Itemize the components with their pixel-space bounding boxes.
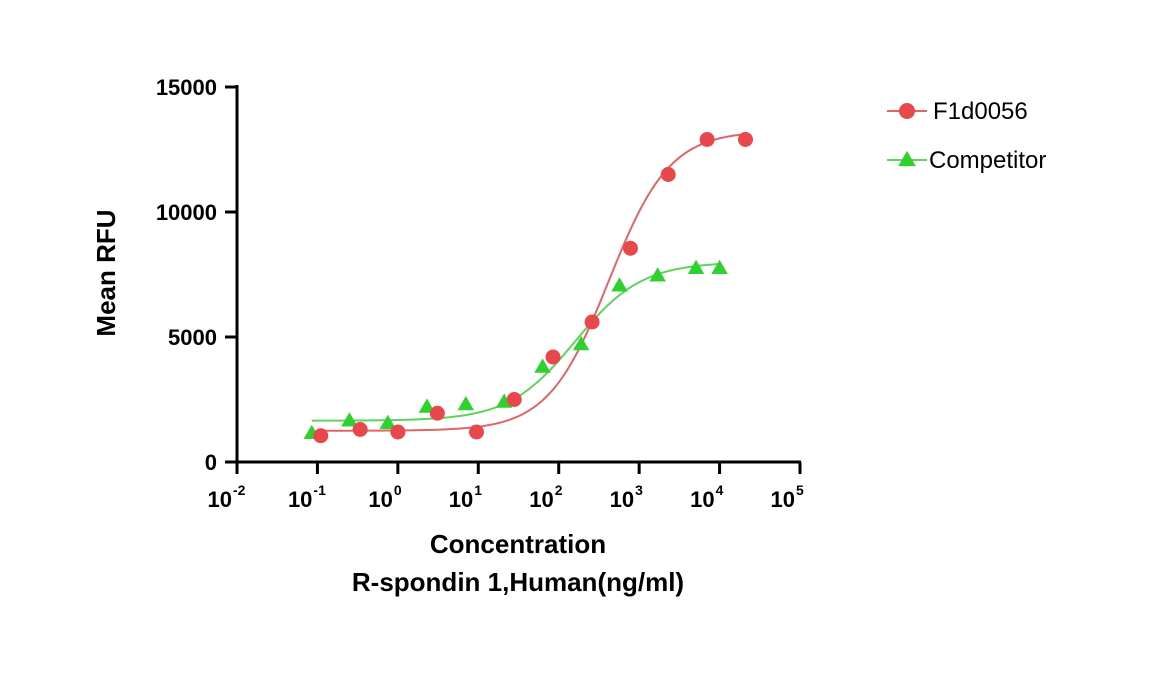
x-tick-label: 10 -1	[288, 482, 326, 512]
x-tick-exponent: 1	[474, 482, 482, 498]
y-tick-label: 10000	[156, 200, 217, 225]
x-tick-label: 10 1	[449, 482, 482, 512]
legend: F1d0056 Competitor	[887, 98, 1046, 174]
data-point-f1d0056	[390, 424, 406, 440]
x-tick-base: 10	[368, 487, 392, 512]
x-tick-label: 10 3	[610, 482, 643, 512]
data-point-competitor	[572, 335, 590, 351]
data-point-f1d0056	[584, 314, 600, 330]
x-tick-exponent: 5	[796, 482, 804, 498]
x-tick-base: 10	[288, 487, 312, 512]
data-point-f1d0056	[660, 167, 676, 182]
x-tick-exponent: 4	[716, 482, 724, 498]
data-point-f1d0056	[429, 405, 445, 421]
data-point-competitor	[611, 277, 628, 292]
x-tick-label: 10 2	[529, 482, 562, 512]
x-tick-base: 10	[690, 487, 714, 512]
x-tick-label: 10 -2	[208, 482, 246, 512]
data-point-competitor	[534, 358, 551, 373]
y-tick-label: 15000	[156, 75, 217, 100]
x-tick-exponent: -1	[313, 482, 326, 498]
data-point-f1d0056	[468, 424, 484, 440]
x-tick-base: 10	[208, 487, 232, 512]
x-tick-exponent: 0	[394, 482, 402, 498]
data-point-competitor	[711, 259, 728, 274]
data-point-f1d0056	[313, 428, 329, 444]
data-points	[303, 132, 753, 444]
y-axis-ticks: 0 5000 10000 15000	[156, 75, 237, 475]
data-point-f1d0056	[737, 132, 753, 147]
data-point-competitor	[649, 267, 666, 282]
x-tick-label: 10 4	[690, 482, 723, 512]
x-tick-label: 10 0	[368, 482, 401, 512]
data-point-f1d0056	[699, 132, 715, 147]
x-tick-base: 10	[610, 487, 634, 512]
legend-label: Competitor	[929, 147, 1046, 174]
y-tick-label: 5000	[168, 325, 217, 350]
x-axis-ticks: 10 -2 10 -1 10 0 10 1 10 2 10 3 10 4 10 5	[208, 462, 804, 512]
data-point-competitor	[687, 259, 705, 274]
data-point-competitor	[341, 412, 358, 427]
x-tick-base: 10	[449, 487, 473, 512]
legend-marker-circle	[899, 103, 915, 119]
data-point-f1d0056	[622, 240, 638, 256]
y-tick-label: 0	[205, 450, 217, 475]
x-tick-base: 10	[529, 487, 553, 512]
x-axis-title-line1: Concentration	[430, 529, 606, 559]
x-tick-exponent: 2	[555, 482, 563, 498]
legend-marker-triangle	[898, 150, 916, 167]
data-point-competitor	[418, 398, 436, 413]
legend-label: F1d0056	[933, 98, 1028, 125]
data-point-competitor	[457, 395, 475, 411]
data-point-f1d0056	[352, 422, 368, 437]
data-point-competitor	[495, 393, 513, 408]
fit-curves	[311, 133, 746, 432]
x-tick-exponent: 3	[635, 482, 643, 498]
x-tick-label: 10 5	[771, 482, 804, 512]
x-tick-exponent: -2	[233, 482, 246, 498]
data-point-f1d0056	[545, 349, 561, 365]
legend-item-f1d0056: F1d0056	[887, 98, 1028, 125]
x-axis-title-line2: R-spondin 1,Human(ng/ml)	[352, 567, 684, 597]
legend-item-competitor: Competitor	[887, 147, 1046, 174]
x-tick-base: 10	[771, 487, 795, 512]
y-axis-title: Mean RFU	[91, 209, 121, 336]
data-point-competitor	[379, 414, 397, 429]
data-point-f1d0056	[506, 392, 522, 407]
